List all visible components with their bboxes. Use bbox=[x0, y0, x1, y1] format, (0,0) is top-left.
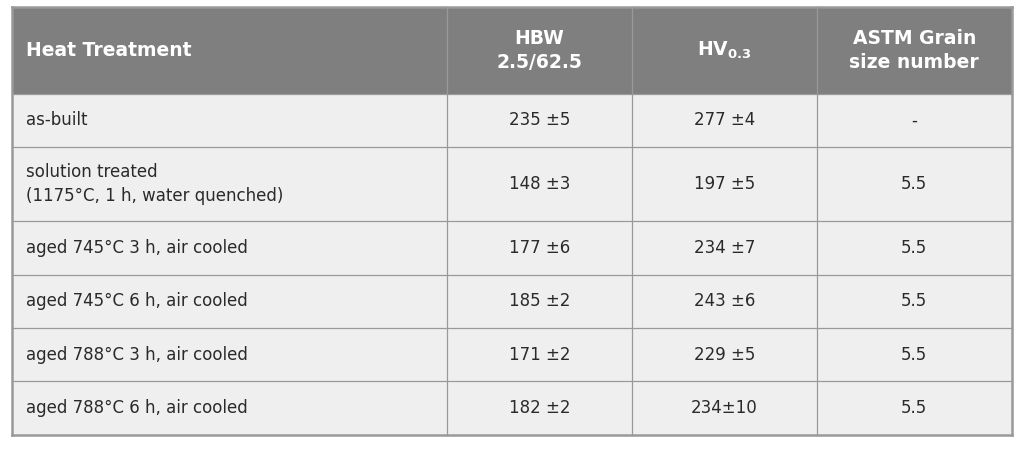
Text: 235 ±5: 235 ±5 bbox=[509, 111, 570, 130]
Bar bbox=[12, 221, 1012, 274]
Bar bbox=[12, 147, 1012, 221]
Bar bbox=[12, 94, 1012, 147]
Bar bbox=[12, 328, 1012, 381]
Text: 229 ±5: 229 ±5 bbox=[693, 346, 755, 363]
Bar bbox=[12, 7, 1012, 94]
Text: 197 ±5: 197 ±5 bbox=[693, 175, 755, 193]
Text: 234 ±7: 234 ±7 bbox=[693, 239, 755, 257]
Text: 243 ±6: 243 ±6 bbox=[693, 292, 755, 310]
Text: ASTM Grain
size number: ASTM Grain size number bbox=[849, 29, 979, 72]
Text: Heat Treatment: Heat Treatment bbox=[26, 41, 191, 60]
Text: 277 ±4: 277 ±4 bbox=[693, 111, 755, 130]
Text: solution treated
(1175°C, 1 h, water quenched): solution treated (1175°C, 1 h, water que… bbox=[26, 164, 283, 205]
Text: 5.5: 5.5 bbox=[901, 292, 928, 310]
Text: aged 745°C 3 h, air cooled: aged 745°C 3 h, air cooled bbox=[26, 239, 248, 257]
Text: -: - bbox=[911, 111, 918, 130]
Bar bbox=[12, 274, 1012, 328]
Text: aged 788°C 3 h, air cooled: aged 788°C 3 h, air cooled bbox=[26, 346, 248, 363]
Text: HBW
2.5/62.5: HBW 2.5/62.5 bbox=[497, 29, 583, 72]
Text: aged 745°C 6 h, air cooled: aged 745°C 6 h, air cooled bbox=[26, 292, 248, 310]
Text: as-built: as-built bbox=[26, 111, 87, 130]
Text: 185 ±2: 185 ±2 bbox=[509, 292, 570, 310]
Text: 148 ±3: 148 ±3 bbox=[509, 175, 570, 193]
Bar bbox=[12, 381, 1012, 435]
Text: 5.5: 5.5 bbox=[901, 175, 928, 193]
Text: 5.5: 5.5 bbox=[901, 346, 928, 363]
Text: 234±10: 234±10 bbox=[691, 399, 758, 417]
Text: 177 ±6: 177 ±6 bbox=[509, 239, 570, 257]
Text: 5.5: 5.5 bbox=[901, 399, 928, 417]
Text: 182 ±2: 182 ±2 bbox=[509, 399, 570, 417]
Text: 171 ±2: 171 ±2 bbox=[509, 346, 570, 363]
Text: aged 788°C 6 h, air cooled: aged 788°C 6 h, air cooled bbox=[26, 399, 248, 417]
Text: 5.5: 5.5 bbox=[901, 239, 928, 257]
Text: $\mathbf{HV_{0.3}}$: $\mathbf{HV_{0.3}}$ bbox=[697, 40, 752, 61]
